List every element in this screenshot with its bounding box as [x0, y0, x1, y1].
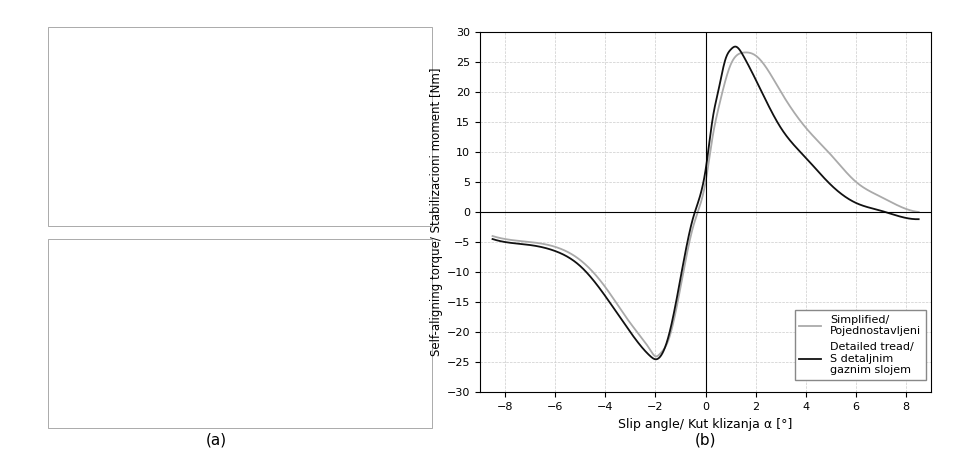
Legend: Simplified/
Pojednostavljeni, Detailed tread/
S detaljnim
gaznim slojem: Simplified/ Pojednostavljeni, Detailed t… — [795, 310, 925, 380]
Bar — [48, 239, 432, 428]
X-axis label: Slip angle/ Kut klizanja α [°]: Slip angle/ Kut klizanja α [°] — [618, 418, 793, 431]
Text: (a): (a) — [205, 432, 227, 447]
Bar — [48, 27, 432, 226]
Y-axis label: Self-aligning torque/ Stabilizacioni moment [Nm]: Self-aligning torque/ Stabilizacioni mom… — [430, 68, 443, 356]
Text: (b): (b) — [695, 432, 716, 447]
